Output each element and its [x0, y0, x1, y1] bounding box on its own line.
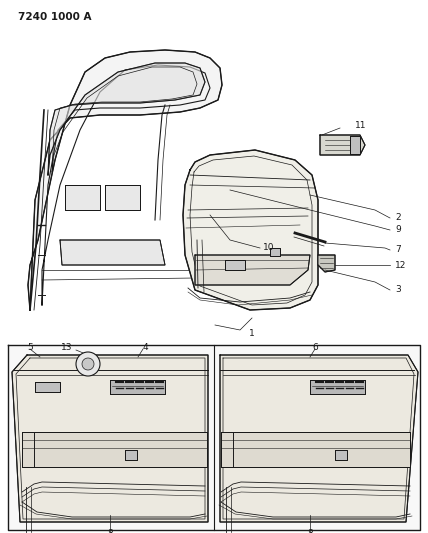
Circle shape [76, 352, 100, 376]
Text: 3: 3 [395, 286, 401, 295]
Text: 8: 8 [107, 529, 113, 533]
Polygon shape [110, 380, 165, 394]
Polygon shape [220, 355, 418, 522]
Text: 12: 12 [395, 261, 406, 270]
Text: 1: 1 [249, 328, 255, 337]
Polygon shape [48, 63, 205, 175]
Polygon shape [28, 50, 222, 310]
Polygon shape [320, 135, 365, 155]
Polygon shape [195, 255, 310, 285]
Polygon shape [221, 432, 410, 467]
Polygon shape [105, 185, 140, 210]
Text: 5: 5 [27, 343, 33, 351]
Polygon shape [125, 450, 137, 460]
Polygon shape [35, 382, 60, 392]
Text: 7240 1000 A: 7240 1000 A [18, 12, 92, 22]
Text: 2: 2 [395, 214, 401, 222]
Polygon shape [310, 380, 365, 394]
Circle shape [82, 358, 94, 370]
Polygon shape [225, 260, 245, 270]
Text: 11: 11 [355, 122, 366, 131]
Polygon shape [60, 240, 165, 265]
Polygon shape [8, 345, 420, 530]
Polygon shape [12, 355, 208, 522]
Text: 4: 4 [142, 343, 148, 351]
Polygon shape [270, 248, 280, 256]
Polygon shape [350, 136, 360, 154]
Text: 9: 9 [395, 225, 401, 235]
Polygon shape [183, 150, 318, 310]
Polygon shape [65, 185, 100, 210]
Polygon shape [318, 255, 335, 272]
Polygon shape [22, 432, 207, 467]
Polygon shape [335, 450, 347, 460]
Text: 8: 8 [307, 529, 313, 533]
Text: 10: 10 [263, 244, 274, 253]
Text: 13: 13 [61, 343, 73, 351]
Text: 7: 7 [395, 246, 401, 254]
Text: 6: 6 [312, 343, 318, 351]
